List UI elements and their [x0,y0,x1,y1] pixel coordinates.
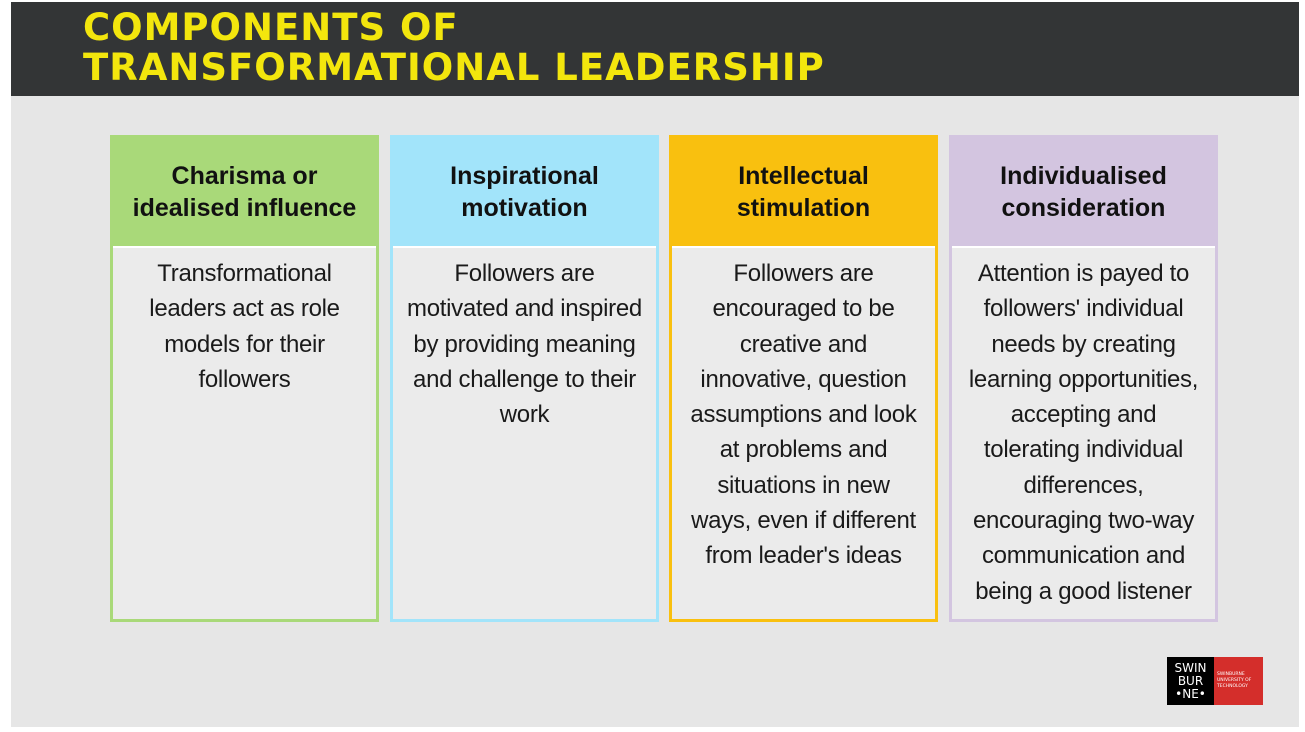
card-charisma: Charisma or idealised influence Transfor… [110,135,379,622]
swinburne-logo: SWIN BUR •NE• SWINBURNE UNIVERSITY OF TE… [1167,657,1263,705]
card-inspirational: Inspirational motivation Followers are m… [390,135,659,622]
card-body-line: from leader's ideas [705,542,902,570]
title-bar: COMPONENTS OF TRANSFORMATIONAL LEADERSHI… [11,2,1299,96]
card-body-line: followers [198,365,291,393]
card-body-line: Attention is payed to [977,260,1190,287]
card-body-line: and challenge to their [413,365,636,393]
card-body-line: situations in new [717,471,890,499]
card-heading-line: idealised influence [132,194,357,222]
logo-wordmark-line: SWINBURNE [1217,672,1245,677]
card-body: Transformational leaders act as role mod… [113,246,376,619]
card-body-line: Transformational [157,260,332,287]
slide: COMPONENTS OF TRANSFORMATIONAL LEADERSHI… [11,2,1299,727]
card-body-line: being a good listener [975,577,1192,605]
card-body: Attention is payed to followers' individ… [952,246,1215,619]
card-body-line: innovative, question [700,365,907,393]
card-heading: Intellectual stimulation [672,138,935,246]
logo-mark-line: SWIN [1174,660,1207,675]
logo-wordmark-line: UNIVERSITY OF [1217,678,1252,683]
card-body-line: learning opportunities, [968,365,1199,393]
card-body-line: assumptions and look [690,401,917,429]
card-heading: Charisma or idealised influence [113,138,376,246]
card-body-line: at problems and [719,436,888,464]
card-body-line: tolerating individual [983,436,1184,464]
card-body-line: encouraging two-way [972,507,1195,535]
card-body-line: encouraged to be [712,295,895,323]
card-body-line: models for their [164,330,325,358]
card-body-line: leaders act as role [149,295,340,323]
card-heading-line: stimulation [736,194,871,222]
slide-title-line-1: COMPONENTS OF [83,6,459,49]
card-intellectual: Intellectual stimulation Followers are e… [669,135,938,622]
card-body-line: creative and [739,330,868,358]
card-heading: Inspirational motivation [393,138,656,246]
logo-wordmark: SWINBURNE UNIVERSITY OF TECHNOLOGY [1214,657,1263,705]
slide-title: COMPONENTS OF TRANSFORMATIONAL LEADERSHI… [83,8,825,88]
card-heading-line: motivation [461,194,588,222]
card-body-line: communication and [981,542,1185,570]
card-heading: Individualised consideration [952,138,1215,246]
card-body-line: motivated and inspired [407,295,642,323]
card-heading-line: Intellectual [738,162,869,190]
card-body-line: by providing meaning [413,330,636,358]
card-individualised: Individualised consideration Attention i… [949,135,1218,622]
logo-wordmark-line: TECHNOLOGY [1217,684,1248,689]
card-body-line: Followers are [733,260,874,287]
card-heading-line: Charisma or [171,162,318,190]
card-body: Followers are encouraged to be creative … [672,246,935,619]
slide-title-line-2: TRANSFORMATIONAL LEADERSHIP [83,46,825,89]
card-body: Followers are motivated and inspired by … [393,246,656,619]
card-body-line: differences, [1023,471,1144,499]
logo-mark-line: BUR [1177,673,1204,688]
card-body-line: Followers are [454,260,595,287]
card-body-line: followers' individual [983,295,1184,323]
card-body-line: ways, even if different [691,507,916,535]
logo-mark: SWIN BUR •NE• [1167,657,1214,705]
card-heading-line: Inspirational [450,162,599,190]
card-body-line: accepting and [1010,401,1157,429]
card-heading-line: Individualised [1000,162,1167,190]
card-body-line: work [499,401,550,429]
card-body-line: needs by creating [991,330,1176,358]
logo-mark-line: •NE• [1175,686,1206,701]
card-heading-line: consideration [1001,194,1166,222]
